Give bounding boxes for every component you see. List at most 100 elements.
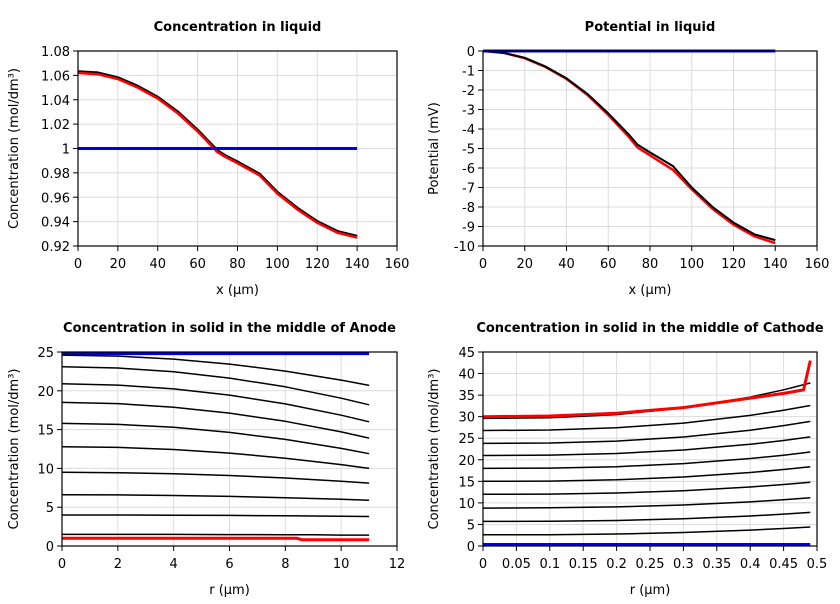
y-tick-label: 1.04 [41, 94, 70, 109]
x-tick-label: 0 [479, 557, 487, 572]
x-axis-label: r (µm) [209, 583, 250, 598]
y-tick-label: -3 [462, 104, 475, 119]
series-line-black [482, 50, 776, 242]
series-line-t3 [482, 420, 811, 445]
series-line-t3 [61, 383, 370, 423]
x-tick-label: 0.2 [606, 557, 627, 572]
x-axis-label: x (µm) [216, 283, 259, 298]
chart-title: Concentration in solid in the middle of … [476, 321, 824, 336]
series-line-t6 [61, 445, 370, 470]
y-axis-label: Concentration (mol/dm³) [427, 369, 442, 530]
x-tick-label: 12 [389, 557, 406, 572]
y-tick-label: 5 [46, 501, 54, 516]
x-tick-label: 100 [679, 257, 704, 272]
series-line-t4 [61, 401, 370, 439]
y-tick-label: -9 [462, 221, 475, 236]
x-tick-label: 0.5 [807, 557, 828, 572]
series-line-t7 [61, 471, 370, 484]
x-tick-label: 2 [114, 557, 122, 572]
x-tick-label: 100 [265, 257, 290, 272]
y-tick-label: 0 [467, 45, 475, 60]
y-tick-label: 5 [467, 518, 475, 533]
chart-title: Potential in liquid [585, 20, 716, 35]
x-tick-label: 0.3 [673, 557, 694, 572]
y-tick-label: -6 [462, 162, 475, 177]
y-tick-label: -5 [462, 143, 475, 158]
x-tick-label: 40 [558, 257, 575, 272]
x-tick-label: 60 [600, 257, 617, 272]
series-line-t10 [62, 533, 370, 536]
x-tick-label: 0.35 [702, 557, 731, 572]
x-tick-label: 0.4 [740, 557, 761, 572]
series-line-red [482, 49, 776, 245]
plot-frame [77, 50, 398, 247]
series-line-t9 [482, 511, 811, 523]
series-line-t2 [482, 404, 811, 432]
subplot-4: 0 0.05 0.1 0.15 0.2 0.25 0.3 0.35 0.4 0.45 0.5 0 5 10… [427, 321, 827, 598]
y-tick-label: 25 [458, 432, 475, 447]
x-tick-label: 0 [74, 257, 82, 272]
x-tick-label: 6 [225, 557, 233, 572]
series-line-t7 [482, 481, 811, 496]
x-axis-label: r (µm) [630, 583, 671, 598]
x-tick-label: 80 [229, 257, 246, 272]
series-line-t9 [62, 514, 370, 518]
y-tick-label: 0.98 [41, 167, 70, 182]
y-tick-label: 35 [458, 389, 475, 404]
y-tick-label: -8 [462, 201, 475, 216]
plot-frame [482, 351, 818, 547]
y-tick-label: 20 [37, 385, 54, 400]
y-axis-label: Concentration (mol/dm³) [7, 369, 22, 530]
y-tick-label: 0.96 [41, 191, 70, 206]
y-tick-label: -7 [462, 182, 475, 197]
subplot-3: 0 2 4 6 8 10 12 0 5 10 15 20 25 Concentration in soli… [7, 321, 405, 598]
subplot-1: 0 20 40 60 80 100 120 140 160 0.92 0.94 0.96 0.98 1 1.… [7, 20, 409, 298]
x-tick-label: 0.45 [769, 557, 798, 572]
y-tick-label: 40 [458, 368, 475, 383]
subplot-2: 0 20 40 60 80 100 120 140 160 0 -1 -2 -3 -4 -5 -6 -7 -8 -9… [427, 20, 829, 298]
series-line-red [62, 536, 370, 542]
x-tick-label: 140 [345, 257, 370, 272]
x-tick-label: 0.1 [539, 557, 560, 572]
x-tick-label: 80 [642, 257, 659, 272]
series-line-t4 [482, 436, 811, 457]
series-line-t1 [61, 354, 370, 387]
y-tick-label: -4 [462, 123, 475, 138]
x-tick-label: 0.05 [502, 557, 531, 572]
series-line-t8 [61, 494, 370, 501]
y-tick-label: 1 [62, 143, 70, 158]
series-line-t10 [482, 526, 811, 536]
y-tick-label: -10 [454, 240, 475, 255]
plot-frame [482, 50, 818, 247]
x-tick-label: 60 [189, 257, 206, 272]
x-tick-label: 8 [281, 557, 289, 572]
chart-title: Concentration in solid in the middle of … [63, 321, 396, 336]
x-tick-label: 0 [58, 557, 66, 572]
y-tick-label: 0.92 [41, 240, 70, 255]
y-tick-label: -2 [462, 84, 475, 99]
plot-frame [61, 351, 398, 547]
y-tick-label: 25 [37, 346, 54, 361]
series-line-t6 [482, 465, 811, 483]
y-tick-label: 30 [458, 411, 475, 426]
x-axis-label: x (µm) [629, 283, 672, 298]
x-tick-label: 160 [805, 257, 830, 272]
y-tick-label: 1.02 [41, 118, 70, 133]
x-tick-label: 0.25 [636, 557, 665, 572]
y-tick-label: 1.06 [41, 69, 70, 84]
y-tick-label: 15 [37, 424, 54, 439]
series-line-red [482, 360, 812, 419]
y-tick-label: 15 [458, 475, 475, 490]
y-tick-label: 20 [458, 454, 475, 469]
y-tick-label: 0.94 [41, 216, 70, 231]
x-tick-label: 0 [479, 257, 487, 272]
x-tick-label: 20 [110, 257, 127, 272]
x-tick-label: 120 [721, 257, 746, 272]
y-axis-label: Potential (mV) [427, 102, 442, 195]
y-tick-label: -1 [462, 65, 475, 80]
y-tick-label: 0 [46, 540, 54, 555]
chart-title: Concentration in liquid [154, 20, 322, 35]
y-tick-label: 0 [467, 540, 475, 555]
series-line-t5 [61, 422, 370, 455]
x-tick-label: 120 [305, 257, 330, 272]
